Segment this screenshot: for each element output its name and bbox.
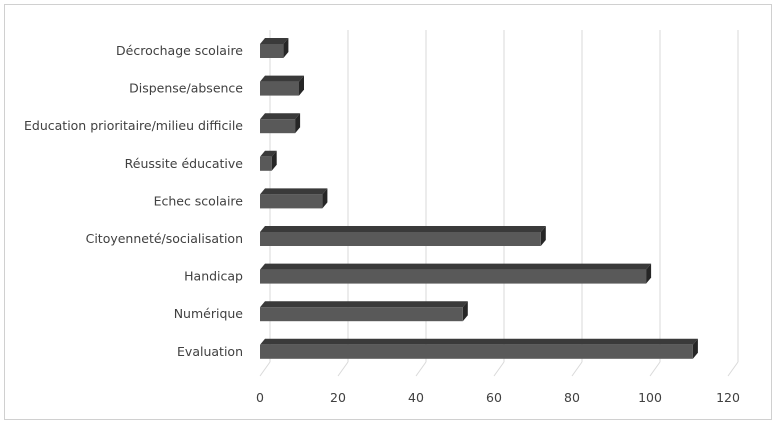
bar xyxy=(260,344,693,359)
category-label: Numérique xyxy=(174,306,244,321)
x-tick-label: 0 xyxy=(256,390,264,405)
category-label: Education prioritaire/milieu difficile xyxy=(24,118,243,133)
category-label: Réussite éducative xyxy=(125,156,244,171)
gridline-floor xyxy=(415,361,427,377)
bar-side xyxy=(646,263,652,284)
category-label: Evaluation xyxy=(177,344,243,359)
bar-side xyxy=(692,338,698,359)
bar xyxy=(260,81,299,96)
bar xyxy=(260,269,647,284)
category-labels: Décrochage scolaire Dispense/absence Educa… xyxy=(24,43,243,359)
x-tick-labels: 0 20 40 60 80 100 120 xyxy=(256,390,740,405)
bar-top xyxy=(260,226,546,232)
x-tick-label: 120 xyxy=(716,390,740,405)
bar-side xyxy=(299,75,304,96)
bar-side xyxy=(462,301,468,322)
grid-lines xyxy=(259,30,739,377)
bar-top xyxy=(260,301,468,308)
gridline-floor xyxy=(649,361,661,377)
x-tick-label: 80 xyxy=(564,390,580,405)
bar-top xyxy=(260,263,652,270)
bars xyxy=(260,38,698,359)
x-tick-label: 100 xyxy=(638,390,662,405)
category-label: Echec scolaire xyxy=(154,193,244,208)
gridline-floor xyxy=(337,361,349,377)
bar-top xyxy=(260,38,289,44)
gridline-floor xyxy=(571,361,583,377)
category-label: Handicap xyxy=(184,269,243,284)
bar xyxy=(260,307,463,322)
bar-top xyxy=(260,188,328,195)
bar xyxy=(260,232,541,246)
bar-side xyxy=(283,38,289,58)
bar-top xyxy=(260,338,698,345)
bar xyxy=(260,194,323,209)
bar-side xyxy=(271,150,277,171)
bar-side xyxy=(322,188,328,209)
bar-side xyxy=(295,113,301,134)
gridline-floor xyxy=(727,361,739,377)
gridline-floor xyxy=(493,361,505,377)
bar xyxy=(260,44,284,58)
category-label: Dispense/absence xyxy=(129,81,243,96)
bar-top xyxy=(260,150,277,157)
x-tick-label: 60 xyxy=(486,390,502,405)
bar xyxy=(260,156,272,171)
bar-top xyxy=(260,113,301,120)
bar-top xyxy=(260,75,304,82)
gridline-floor xyxy=(259,361,271,377)
bar-side xyxy=(540,226,546,246)
category-label: Décrochage scolaire xyxy=(116,43,243,58)
category-label: Citoyenneté/socialisation xyxy=(86,231,243,246)
x-tick-label: 20 xyxy=(330,390,346,405)
x-tick-label: 40 xyxy=(408,390,424,405)
bar xyxy=(260,119,296,134)
